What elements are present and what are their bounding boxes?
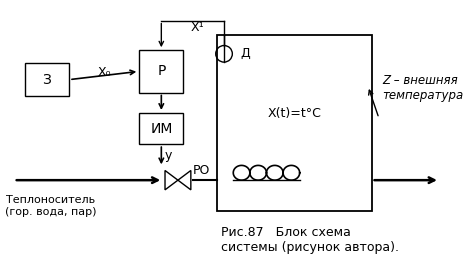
Text: ИМ: ИМ: [150, 122, 173, 136]
Text: Р: Р: [157, 64, 165, 78]
Text: З: З: [43, 73, 51, 87]
Bar: [139, 113, 183, 144]
Text: X₀: X₀: [97, 66, 111, 79]
Text: Д: Д: [241, 47, 250, 60]
Bar: [217, 35, 372, 211]
Text: Z – внешняя
температура: Z – внешняя температура: [383, 74, 464, 102]
Text: Рис.87   Блок схема
системы (рисунок автора).: Рис.87 Блок схема системы (рисунок автор…: [221, 226, 399, 254]
Text: X(t)=t°C: X(t)=t°C: [267, 107, 321, 120]
Bar: [25, 63, 69, 96]
Text: X¹: X¹: [191, 20, 204, 34]
Text: у: у: [165, 149, 173, 162]
Text: РО: РО: [193, 164, 210, 178]
Text: Теплоноситель
(гор. вода, пар): Теплоноситель (гор. вода, пар): [5, 195, 96, 217]
Bar: [139, 50, 183, 93]
